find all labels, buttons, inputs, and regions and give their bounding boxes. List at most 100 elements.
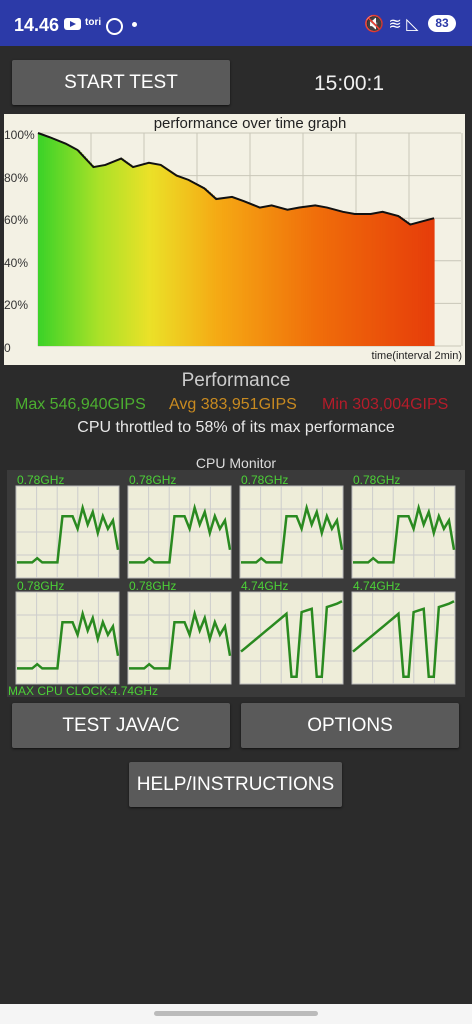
cpu-core-chart: 0.78GHz bbox=[15, 473, 120, 579]
performance-fill-column bbox=[311, 205, 314, 346]
x-axis-label: time(interval 2min) bbox=[371, 350, 462, 362]
performance-fill-column bbox=[196, 184, 199, 346]
performance-fill-column bbox=[402, 218, 405, 346]
performance-fill-column bbox=[216, 199, 219, 346]
cpu-monitor-heading: CPU Monitor bbox=[195, 455, 277, 471]
performance-fill-column bbox=[89, 162, 93, 346]
performance-fill-column bbox=[198, 185, 201, 346]
performance-fill-column bbox=[352, 213, 356, 346]
core-frequency-label: 0.78GHz bbox=[353, 473, 400, 487]
notification-text: tori bbox=[85, 17, 102, 28]
performance-fill-column bbox=[222, 198, 225, 346]
performance-fill-column bbox=[313, 205, 316, 346]
performance-fill-column bbox=[386, 212, 390, 346]
more-notifications-icon bbox=[132, 22, 137, 27]
performance-fill-column bbox=[41, 134, 45, 346]
performance-fill-column bbox=[51, 138, 55, 346]
help-instructions-button[interactable]: HELP/INSTRUCTIONS bbox=[129, 762, 342, 807]
performance-fill-column bbox=[127, 162, 130, 346]
performance-fill-column bbox=[406, 221, 409, 346]
performance-fill-column bbox=[230, 197, 233, 346]
performance-fill-column bbox=[63, 142, 67, 346]
performance-fill-column bbox=[83, 156, 87, 346]
max-cpu-clock: MAX CPU CLOCK:4.74GHz bbox=[8, 684, 159, 698]
performance-fill-column bbox=[420, 221, 423, 346]
performance-fill-column bbox=[236, 198, 239, 346]
performance-fill-column bbox=[154, 163, 158, 346]
performance-fill-column bbox=[394, 215, 397, 346]
performance-fill-column bbox=[237, 199, 241, 346]
graph-title: performance over time graph bbox=[153, 115, 347, 132]
performance-fill-column bbox=[291, 208, 295, 346]
y-tick-label: 40% bbox=[4, 255, 29, 270]
performance-fill-column bbox=[232, 196, 235, 346]
performance-fill-column bbox=[39, 133, 43, 346]
performance-fill-column bbox=[358, 213, 362, 346]
performance-fill-column bbox=[190, 180, 194, 346]
core-frequency-line bbox=[129, 503, 232, 564]
performance-fill-column bbox=[317, 205, 320, 346]
performance-fill-column bbox=[61, 142, 65, 346]
performance-fill-column bbox=[43, 135, 47, 346]
performance-fill-column bbox=[271, 205, 275, 346]
performance-fill-column bbox=[121, 158, 124, 346]
performance-fill-column bbox=[91, 164, 95, 346]
performance-fill-column bbox=[331, 208, 334, 346]
performance-fill-column bbox=[99, 166, 102, 346]
cpu-core-chart: 0.78GHz bbox=[15, 579, 120, 685]
performance-fill-column bbox=[180, 177, 184, 346]
cpu-monitor-panel: 0.78GHz 0.78GHz 0.78GHz 0.78GHz 0.78GHz 0.78G… bbox=[7, 470, 465, 697]
core-frequency-line bbox=[17, 503, 120, 564]
test-java-c-button[interactable]: TEST JAVA/C bbox=[12, 703, 230, 748]
core-frequency-label: 0.78GHz bbox=[17, 579, 64, 593]
options-button[interactable]: OPTIONS bbox=[241, 703, 459, 748]
performance-fill-column bbox=[370, 213, 374, 346]
y-tick-label: 20% bbox=[4, 298, 29, 312]
battery-indicator: 83 bbox=[428, 15, 456, 32]
core-frequency-label: 0.78GHz bbox=[129, 579, 176, 593]
clock: 14.46 bbox=[14, 15, 60, 35]
performance-fill-column bbox=[287, 209, 291, 346]
performance-fill-column bbox=[125, 161, 128, 346]
performance-fill-column bbox=[354, 213, 358, 346]
performance-fill-column bbox=[113, 161, 116, 346]
performance-fill-column bbox=[168, 170, 172, 346]
performance-fill-column bbox=[103, 165, 106, 346]
mute-wifi-signal-icons: 🔇 ≋ ◺ bbox=[364, 16, 419, 33]
performance-fill-column bbox=[430, 219, 433, 346]
performance-fill-column bbox=[398, 216, 401, 346]
home-gesture-bar[interactable] bbox=[154, 1011, 318, 1016]
y-tick-label: 0 bbox=[4, 340, 11, 355]
performance-fill-column bbox=[336, 210, 340, 346]
core-frequency-label: 0.78GHz bbox=[241, 473, 288, 487]
performance-fill-column bbox=[261, 207, 265, 346]
performance-fill-column bbox=[303, 207, 306, 346]
performance-fill-column bbox=[350, 213, 354, 346]
performance-fill-column bbox=[65, 143, 69, 346]
performance-fill-column bbox=[137, 166, 140, 346]
performance-fill-column bbox=[382, 211, 386, 346]
performance-fill-column bbox=[346, 212, 350, 346]
performance-fill-column bbox=[81, 154, 85, 346]
performance-fill-column bbox=[257, 206, 261, 346]
start-test-button[interactable]: START TEST bbox=[12, 60, 230, 105]
performance-fill-column bbox=[160, 164, 164, 346]
performance-fill-column bbox=[77, 150, 81, 346]
performance-fill-column bbox=[210, 193, 213, 346]
performance-fill-column bbox=[71, 146, 75, 346]
core-frequency-label: 0.78GHz bbox=[129, 473, 176, 487]
performance-fill-column bbox=[267, 206, 271, 346]
performance-fill-column bbox=[426, 220, 429, 346]
cpu-core-chart: 4.74GHz bbox=[351, 579, 456, 685]
performance-fill-column bbox=[162, 166, 166, 346]
performance-fill-column bbox=[392, 214, 395, 346]
performance-fill-column bbox=[93, 167, 97, 346]
performance-fill-column bbox=[87, 160, 91, 346]
performance-fill-column bbox=[275, 206, 279, 346]
performance-fill-column bbox=[410, 224, 413, 346]
performance-fill-column bbox=[273, 205, 277, 346]
performance-fill-column bbox=[263, 206, 267, 346]
performance-fill-column bbox=[281, 208, 285, 346]
performance-fill-column bbox=[59, 141, 63, 346]
performance-fill-column bbox=[241, 200, 245, 346]
